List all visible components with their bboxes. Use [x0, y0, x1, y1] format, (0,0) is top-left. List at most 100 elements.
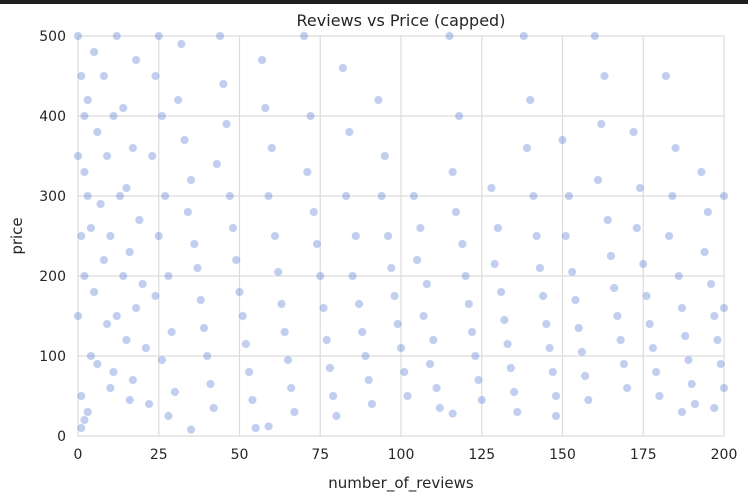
scatter-point [183, 207, 193, 217]
y-tick-label: 200 [39, 269, 66, 285]
scatter-point [606, 251, 616, 261]
scatter-point [451, 207, 461, 217]
scatter-point [457, 239, 467, 249]
scatter-point [79, 167, 89, 177]
scatter-point [112, 311, 122, 321]
scatter-point [189, 239, 199, 249]
scatter-point [76, 391, 86, 401]
scatter-point [664, 231, 674, 241]
scatter-point [399, 367, 409, 377]
scatter-point [551, 411, 561, 421]
scatter-point [470, 351, 480, 361]
scatter-point [102, 319, 112, 329]
scatter-point [616, 335, 626, 345]
scatter-point [590, 31, 600, 41]
scatter-point [477, 395, 487, 405]
scatter-point [641, 291, 651, 301]
scatter-point [344, 127, 354, 137]
scatter-point [99, 71, 109, 81]
scatter-point [134, 215, 144, 225]
y-tick-label: 500 [39, 29, 66, 45]
scatter-point [176, 39, 186, 49]
scatter-point [76, 423, 86, 433]
y-tick-label: 400 [39, 109, 66, 125]
scatter-point [222, 119, 232, 129]
scatter-point [677, 303, 687, 313]
scatter-point [496, 287, 506, 297]
scatter-point [390, 291, 400, 301]
scatter-point [599, 71, 609, 81]
scatter-point [541, 319, 551, 329]
scatter-point [105, 383, 115, 393]
scatter-point [92, 127, 102, 137]
scatter-point [706, 279, 716, 289]
x-tick-label: 0 [74, 447, 83, 463]
scatter-point [490, 259, 500, 269]
scatter-point [713, 335, 723, 345]
scatter-point [138, 279, 148, 289]
scatter-point [160, 191, 170, 201]
scatter-point [247, 395, 257, 405]
scatter-point [538, 291, 548, 301]
scatter-point [89, 287, 99, 297]
scatter-point [83, 407, 93, 417]
scatter-point [121, 335, 131, 345]
scatter-point [486, 183, 496, 193]
scatter-point [635, 183, 645, 193]
scatter-point [435, 403, 445, 413]
scatter-point [128, 375, 138, 385]
scatter-point [341, 191, 351, 201]
scatter-point [506, 363, 516, 373]
scatter-point [89, 47, 99, 57]
scatter-point [173, 95, 183, 105]
scatter-point [167, 327, 177, 337]
scatter-point [364, 375, 374, 385]
scatter-point [393, 319, 403, 329]
scatter-point [464, 299, 474, 309]
scatter-point [380, 151, 390, 161]
scatter-point [244, 367, 254, 377]
scatter-point [96, 199, 106, 209]
scatter-point [396, 343, 406, 353]
scatter-point [622, 383, 632, 393]
scatter-point [312, 239, 322, 249]
scatter-point [419, 311, 429, 321]
scatter-point [467, 327, 477, 337]
x-tick-label: 175 [630, 447, 657, 463]
x-tick-label: 200 [711, 447, 738, 463]
scatter-point [687, 379, 697, 389]
chart-title: Reviews vs Price (capped) [297, 11, 506, 30]
scatter-point [680, 331, 690, 341]
scatter-point [180, 135, 190, 145]
scatter-point [425, 359, 435, 369]
scatter-point [154, 31, 164, 41]
scatter-point [667, 191, 677, 201]
scatter-point [596, 119, 606, 129]
scatter-point [570, 295, 580, 305]
grid-layer [77, 35, 725, 437]
x-tick-label: 75 [311, 447, 329, 463]
y-tick-label: 0 [57, 429, 66, 445]
scatter-point [383, 231, 393, 241]
scatter-point [583, 395, 593, 405]
scatter-point [629, 127, 639, 137]
scatter-point [99, 255, 109, 265]
scatter-point [299, 31, 309, 41]
scatter-point [118, 271, 128, 281]
scatter-point [151, 291, 161, 301]
x-tick-label: 100 [388, 447, 415, 463]
x-tick-label: 125 [468, 447, 495, 463]
scatter-point [260, 103, 270, 113]
scatter-point [115, 191, 125, 201]
scatter-point [328, 391, 338, 401]
scatter-point [144, 399, 154, 409]
scatter-point [76, 71, 86, 81]
scatter-point [719, 383, 729, 393]
scatter-point [409, 191, 419, 201]
scatter-point [79, 415, 89, 425]
scatter-point [212, 159, 222, 169]
scatter-point [674, 271, 684, 281]
scatter-point [338, 63, 348, 73]
scatter-point [716, 359, 726, 369]
scatter-point [567, 267, 577, 277]
